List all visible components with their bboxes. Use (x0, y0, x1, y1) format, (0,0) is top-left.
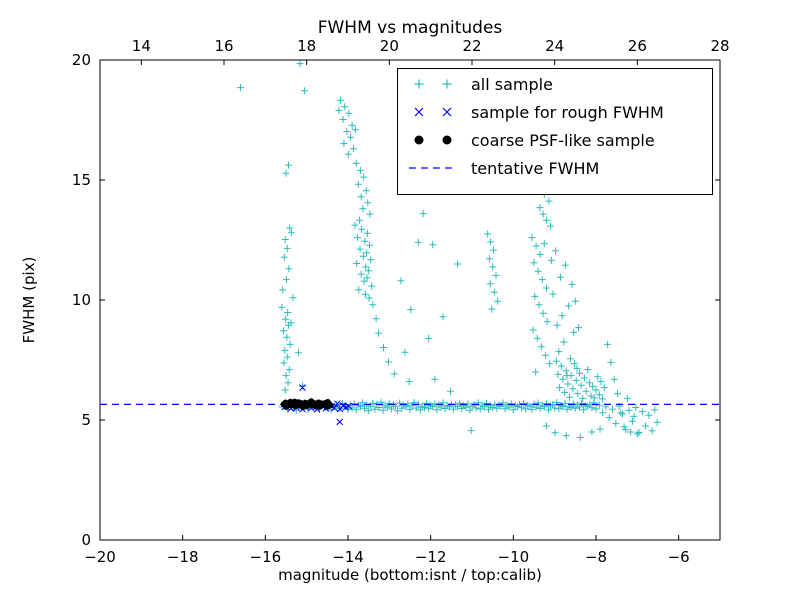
tick-label: 20 (380, 37, 399, 55)
tick-label: −16 (250, 548, 282, 566)
tick-label: −14 (332, 548, 364, 566)
legend-marker (414, 135, 424, 145)
tick-label: 10 (72, 291, 91, 309)
tick-label: 20 (72, 51, 91, 69)
data-point (308, 398, 315, 405)
plot-area: −20 −18 −16 −14 −12 −10 −8 −6 14 16 18 20 22 24 26 28 0 5… (72, 37, 730, 566)
legend-marker (414, 107, 424, 117)
data-point (299, 403, 307, 410)
tick-label: 16 (214, 37, 233, 55)
x-axis-label: magnitude (bottom:isnt / top:calib) (278, 566, 542, 584)
tick-label: 24 (545, 37, 564, 55)
legend-label: all sample (471, 75, 553, 94)
legend-label: sample for rough FWHM (471, 103, 664, 122)
legend-marker (442, 107, 452, 117)
tick-label: 15 (72, 171, 91, 189)
tick-label: 28 (710, 37, 729, 55)
chart-title: FWHM vs magnitudes (318, 18, 503, 38)
tick-label: 5 (81, 411, 91, 429)
legend-label: coarse PSF-like sample (471, 131, 655, 150)
tick-label: 18 (297, 37, 316, 55)
tick-label: −8 (585, 548, 607, 566)
data-point (324, 399, 331, 406)
legend-frame (397, 68, 713, 195)
legend-marker (414, 79, 424, 89)
tick-label: −18 (167, 548, 199, 566)
tick-label: −20 (84, 548, 116, 566)
tick-label: −6 (668, 548, 690, 566)
x-axis-bottom: −20 −18 −16 −14 −12 −10 −8 −6 (84, 535, 690, 566)
data-point (283, 403, 290, 410)
data-point (316, 403, 323, 410)
x-axis-top: 14 16 18 20 22 24 26 28 (132, 37, 730, 65)
y-axis-label: FWHM (pix) (20, 257, 38, 344)
legend-label: tentative FWHM (471, 159, 599, 178)
tick-label: −10 (498, 548, 530, 566)
legend-marker (442, 79, 452, 89)
tick-label: 14 (132, 37, 151, 55)
legend-marker (442, 135, 452, 145)
y-axis: 0 5 10 15 20 (72, 51, 720, 549)
tick-label: −12 (415, 548, 447, 566)
data-point (291, 398, 298, 405)
legend: all sample sample for rough FWHM coarse PS… (397, 68, 713, 195)
tick-label: 0 (81, 531, 91, 549)
series-coarse-psf (280, 398, 334, 410)
tick-label: 22 (462, 37, 481, 55)
tick-label: 26 (628, 37, 647, 55)
